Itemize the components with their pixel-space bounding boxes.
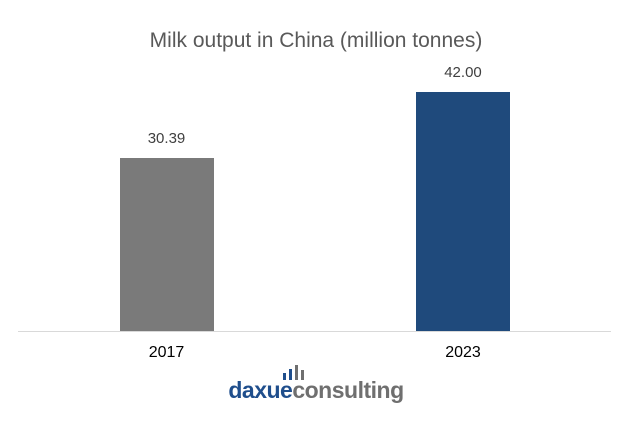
- value-label-2023: 42.00: [444, 64, 482, 81]
- chart-title: Milk output in China (million tonnes): [149, 29, 483, 52]
- brand-logo: daxueconsulting: [0, 365, 632, 403]
- bar-2023: [416, 92, 510, 331]
- logo-text-consulting: consulting: [292, 377, 404, 403]
- x-axis-baseline: [18, 331, 611, 332]
- bar-2017: [119, 158, 214, 331]
- logo-text-daxue: daxue: [228, 377, 293, 403]
- x-tick-label-2017: 2017: [148, 344, 185, 361]
- x-tick-label-2023: 2023: [445, 344, 481, 361]
- bar-chart-logo-icon: [283, 364, 307, 380]
- value-label-2017: 30.39: [147, 130, 186, 148]
